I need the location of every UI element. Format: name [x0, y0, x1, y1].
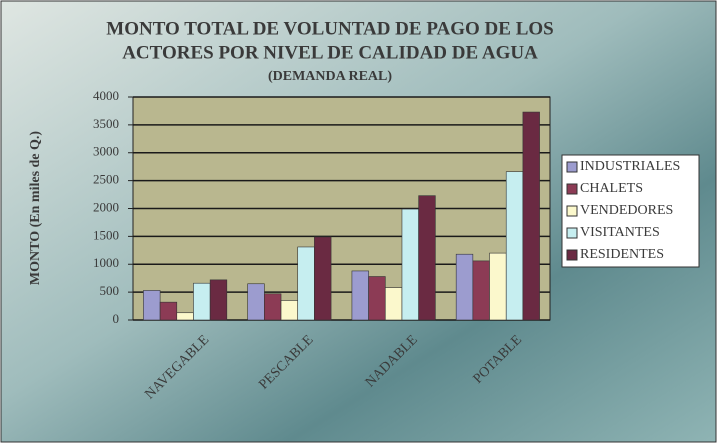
legend-label: VISITANTES [580, 225, 660, 240]
y-tick-label: 3500 [93, 116, 119, 131]
legend-box [561, 154, 700, 268]
bar [522, 111, 540, 321]
y-tick-label: 2500 [93, 172, 119, 187]
bar [143, 290, 161, 321]
bar [351, 270, 369, 321]
chart-subtitle: (DEMANDA REAL) [268, 69, 392, 84]
bar [418, 195, 436, 321]
legend-label: INDUSTRIALES [580, 159, 680, 174]
bar [247, 283, 265, 321]
bar [384, 287, 403, 321]
bar [368, 276, 386, 321]
bar [176, 312, 194, 321]
bar [159, 301, 178, 321]
legend-swatch [566, 161, 578, 173]
bar [314, 236, 332, 321]
bar [505, 171, 524, 321]
bar [264, 293, 282, 321]
y-tick-label: 1000 [93, 255, 119, 270]
y-tick-label: 1500 [93, 227, 119, 242]
y-tick-label: 500 [100, 283, 120, 298]
bar [280, 300, 299, 321]
bar [209, 279, 228, 321]
bar [193, 282, 211, 321]
legend-swatch [566, 227, 578, 239]
y-tick-label: 2000 [93, 199, 119, 214]
y-tick-label: 0 [113, 311, 120, 326]
legend-label: VENDEDORES [580, 203, 673, 218]
legend-swatch [566, 249, 578, 261]
chart-title: MONTO TOTAL DE VOLUNTAD DE PAGO DE LOS [106, 18, 553, 39]
y-tick-label: 3000 [93, 144, 119, 159]
legend-swatch [566, 205, 578, 217]
legend-label: CHALETS [580, 181, 643, 196]
bar [455, 253, 474, 321]
legend-label: RESIDENTES [580, 247, 664, 262]
y-axis-label: MONTO (En miles de Q.) [28, 131, 43, 285]
chart-title: ACTORES POR NIVEL DE CALIDAD DE AGUA [122, 42, 538, 63]
bar [401, 208, 419, 321]
bar [489, 252, 507, 321]
y-tick-label: 4000 [93, 88, 119, 103]
bar [472, 260, 490, 321]
bar [297, 246, 315, 321]
legend-swatch [566, 183, 578, 195]
